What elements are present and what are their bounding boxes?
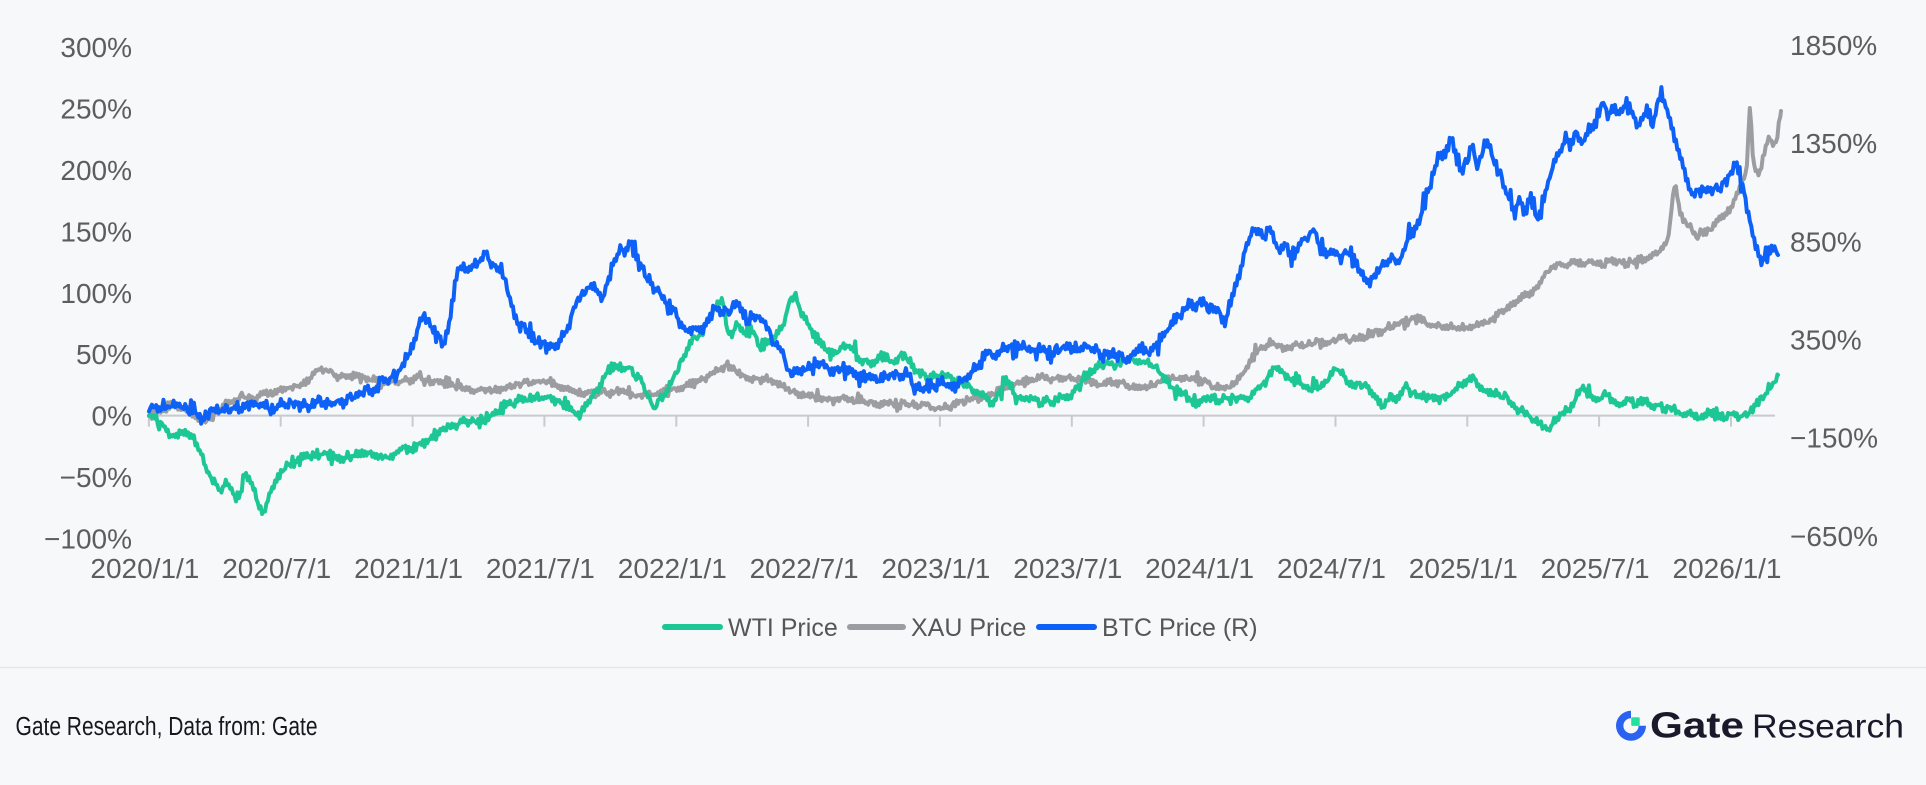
svg-text:2020/1/1: 2020/1/1 [90, 553, 199, 584]
svg-text:2024/1/1: 2024/1/1 [1145, 553, 1254, 584]
svg-text:300%: 300% [60, 32, 132, 63]
svg-text:50%: 50% [76, 339, 132, 370]
svg-text:−50%: −50% [60, 462, 132, 493]
svg-text:WTI Price: WTI Price [728, 614, 838, 642]
svg-text:2023/1/1: 2023/1/1 [881, 553, 990, 584]
svg-text:0%: 0% [92, 401, 132, 432]
svg-text:2020/7/1: 2020/7/1 [222, 553, 331, 584]
svg-text:BTC Price (R): BTC Price (R) [1102, 614, 1258, 642]
svg-text:2022/7/1: 2022/7/1 [750, 553, 859, 584]
svg-text:−100%: −100% [44, 523, 132, 554]
svg-text:XAU Price: XAU Price [911, 614, 1026, 642]
svg-text:−150%: −150% [1790, 423, 1878, 454]
svg-text:Gate Research, Data from: Gate: Gate Research, Data from: Gate [16, 713, 318, 741]
svg-text:2023/7/1: 2023/7/1 [1013, 553, 1122, 584]
svg-text:100%: 100% [60, 278, 132, 309]
svg-text:850%: 850% [1790, 226, 1862, 257]
svg-text:2021/1/1: 2021/1/1 [354, 553, 463, 584]
svg-text:200%: 200% [60, 155, 132, 186]
svg-text:2025/7/1: 2025/7/1 [1541, 553, 1650, 584]
svg-text:2024/7/1: 2024/7/1 [1277, 553, 1386, 584]
svg-text:2021/7/1: 2021/7/1 [486, 553, 595, 584]
svg-text:−650%: −650% [1790, 521, 1878, 552]
svg-text:Research: Research [1752, 709, 1904, 746]
svg-text:350%: 350% [1790, 325, 1862, 356]
svg-text:250%: 250% [60, 94, 132, 125]
svg-text:150%: 150% [60, 216, 132, 247]
svg-text:2022/1/1: 2022/1/1 [618, 553, 727, 584]
svg-text:Gate: Gate [1650, 705, 1744, 746]
svg-text:2025/1/1: 2025/1/1 [1409, 553, 1518, 584]
svg-text:2026/1/1: 2026/1/1 [1673, 553, 1782, 584]
svg-text:1850%: 1850% [1790, 30, 1877, 61]
svg-text:1350%: 1350% [1790, 128, 1877, 159]
